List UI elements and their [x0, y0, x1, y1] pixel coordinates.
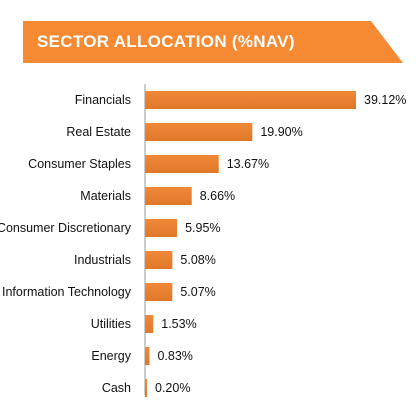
value-label: 5.07% — [180, 285, 215, 299]
value-label: 1.53% — [161, 317, 196, 331]
value-label: 19.90% — [260, 125, 302, 139]
value-label: 5.08% — [180, 253, 215, 267]
category-label: Cash — [102, 381, 131, 395]
value-label: 5.95% — [185, 221, 220, 235]
bar — [145, 347, 150, 365]
bar — [145, 379, 147, 397]
category-label: Financials — [75, 93, 131, 107]
value-label: 13.67% — [227, 157, 269, 171]
category-label: Consumer Staples — [28, 157, 131, 171]
chart-title: SECTOR ALLOCATION (%NAV) — [37, 32, 295, 51]
bar — [145, 123, 253, 141]
category-label: Utilities — [91, 317, 131, 331]
bar — [145, 283, 173, 301]
bar — [145, 251, 173, 269]
category-label: Energy — [91, 349, 131, 363]
banner-shape — [23, 21, 403, 63]
value-label: 0.83% — [157, 349, 192, 363]
title-banner: SECTOR ALLOCATION (%NAV) — [23, 21, 403, 63]
category-label: Industrials — [74, 253, 131, 267]
category-label: Consumer Discretionary — [0, 221, 132, 235]
bar — [145, 91, 356, 109]
bar — [145, 315, 154, 333]
value-label: 39.12% — [364, 93, 406, 107]
bar — [145, 187, 192, 205]
value-label: 0.20% — [155, 381, 190, 395]
bar — [145, 155, 219, 173]
category-label: Information Technology — [2, 285, 132, 299]
category-label: Materials — [80, 189, 131, 203]
value-label: 8.66% — [200, 189, 235, 203]
bar — [145, 219, 178, 237]
category-label: Real Estate — [66, 125, 131, 139]
